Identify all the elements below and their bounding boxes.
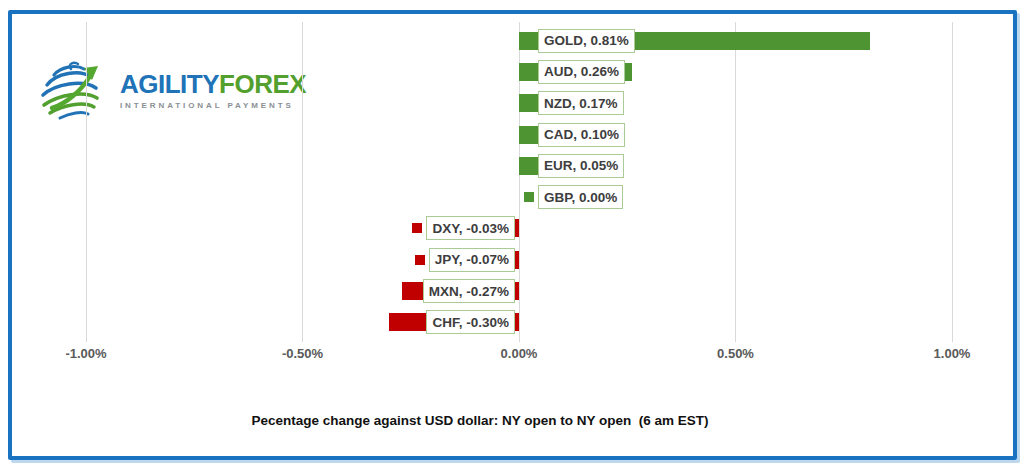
data-label-eur: EUR, 0.05% bbox=[538, 154, 624, 178]
legend-key-dxy bbox=[412, 223, 422, 233]
x-axis-tick-label: 0.50% bbox=[696, 346, 776, 361]
chart-title: Pecentage change against USD dollar: NY … bbox=[0, 413, 960, 428]
data-label-gold: GOLD, 0.81% bbox=[538, 29, 635, 53]
data-label-gbp: GBP, 0.00% bbox=[538, 185, 623, 209]
gridline bbox=[86, 22, 87, 342]
x-axis-tick-label: -1.00% bbox=[46, 346, 126, 361]
x-axis-tick-label: 1.00% bbox=[912, 346, 992, 361]
bar-chart-plot-area: -1.00% -0.50% 0.00% 0.50% 1.00% GOLD, 0.81% AU… bbox=[0, 0, 1024, 467]
legend-key-gbp bbox=[524, 192, 534, 202]
gridline bbox=[302, 22, 303, 342]
data-label-aud: AUD, 0.26% bbox=[538, 60, 625, 84]
gridline bbox=[735, 22, 736, 342]
x-axis-tick-label: -0.50% bbox=[263, 346, 343, 361]
gridline bbox=[952, 22, 953, 342]
data-label-mxn: MXN, -0.27% bbox=[423, 279, 515, 303]
data-label-dxy: DXY, -0.03% bbox=[426, 216, 515, 240]
data-label-jpy: JPY, -0.07% bbox=[429, 248, 515, 272]
data-label-cad: CAD, 0.10% bbox=[538, 123, 625, 147]
data-label-nzd: NZD, 0.17% bbox=[538, 91, 624, 115]
legend-key-jpy bbox=[415, 255, 425, 265]
x-axis-tick-label: 0.00% bbox=[479, 346, 559, 361]
data-label-chf: CHF, -0.30% bbox=[426, 310, 515, 334]
agility-forex-daily-change-chart: AGILITYFOREX INTERNATIONAL PAYMENTS -1.0… bbox=[0, 0, 1024, 467]
